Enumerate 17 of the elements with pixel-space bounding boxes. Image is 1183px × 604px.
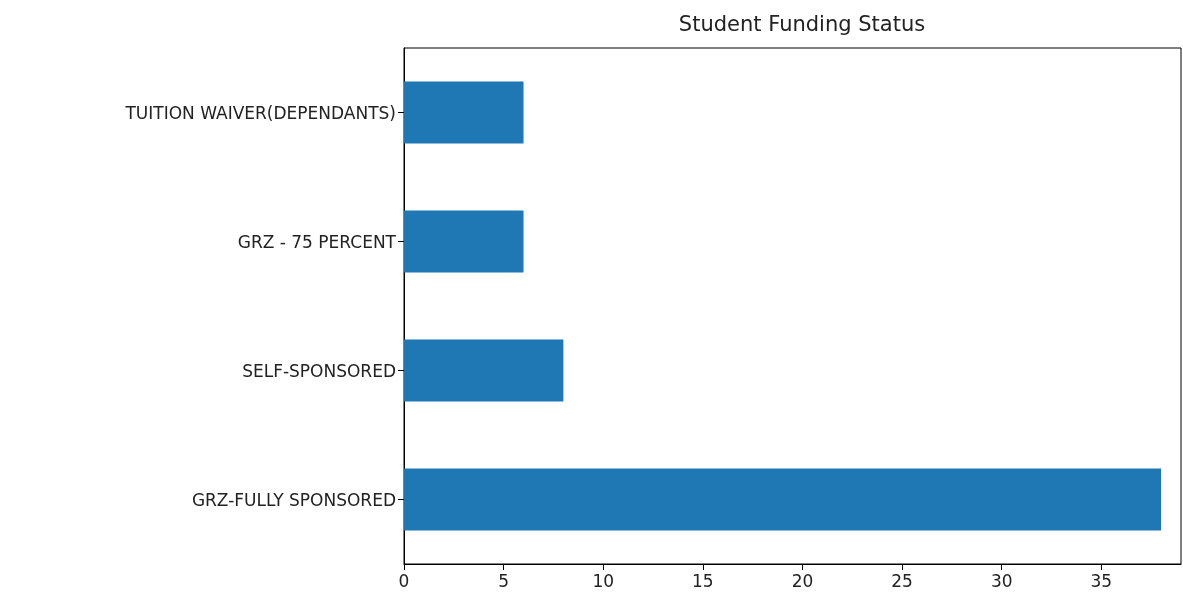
y-tick-label: GRZ - 75 PERCENT (237, 231, 397, 252)
bar (404, 210, 524, 273)
x-tick-label: 15 (692, 570, 714, 591)
x-tick-label: 0 (398, 570, 410, 591)
y-tick-label: TUITION WAIVER(DEPENDANTS) (124, 102, 396, 123)
y-tick-label: SELF-SPONSORED (242, 360, 396, 381)
y-tick-label: GRZ-FULLY SPONSORED (191, 489, 396, 510)
x-tick-label: 25 (891, 570, 913, 591)
x-tick-label: 35 (1090, 570, 1113, 591)
bar (404, 81, 524, 144)
x-tick-label: 10 (592, 570, 615, 591)
chart-title: Student Funding Status (678, 11, 926, 36)
bar (404, 468, 1162, 531)
x-tick-label: 30 (990, 570, 1013, 591)
bar (404, 339, 564, 402)
x-tick-label: 20 (791, 570, 814, 591)
x-tick-label: 5 (498, 570, 510, 591)
